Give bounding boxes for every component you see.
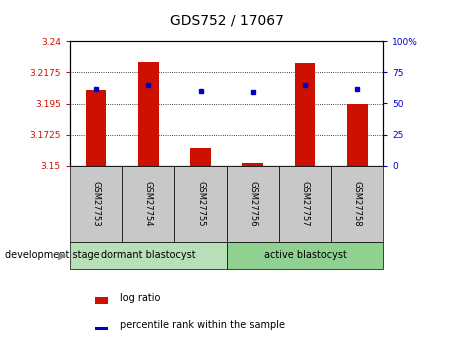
Text: GSM27753: GSM27753 xyxy=(92,181,101,226)
Text: GDS752 / 17067: GDS752 / 17067 xyxy=(170,14,284,28)
Text: log ratio: log ratio xyxy=(120,293,161,303)
Text: GSM27754: GSM27754 xyxy=(144,181,153,226)
Text: GSM27758: GSM27758 xyxy=(353,181,362,226)
Bar xyxy=(279,166,331,242)
Text: ▶: ▶ xyxy=(58,250,67,260)
Text: GSM27755: GSM27755 xyxy=(196,181,205,226)
Text: dormant blastocyst: dormant blastocyst xyxy=(101,250,196,260)
Text: GSM27756: GSM27756 xyxy=(248,181,257,226)
Bar xyxy=(70,241,226,269)
Bar xyxy=(226,166,279,242)
Bar xyxy=(175,166,226,242)
Bar xyxy=(295,63,315,166)
Text: GSM27757: GSM27757 xyxy=(300,181,309,226)
Bar xyxy=(95,297,108,304)
Bar xyxy=(86,90,106,166)
Bar xyxy=(122,166,175,242)
Bar xyxy=(242,163,263,166)
Bar xyxy=(138,62,159,166)
Bar xyxy=(347,104,368,166)
Text: active blastocyst: active blastocyst xyxy=(263,250,346,260)
Bar xyxy=(331,166,383,242)
Bar xyxy=(70,166,122,242)
Bar xyxy=(95,327,108,330)
Bar xyxy=(226,241,383,269)
Text: percentile rank within the sample: percentile rank within the sample xyxy=(120,319,285,329)
Bar xyxy=(190,148,211,166)
Text: development stage: development stage xyxy=(5,250,99,260)
